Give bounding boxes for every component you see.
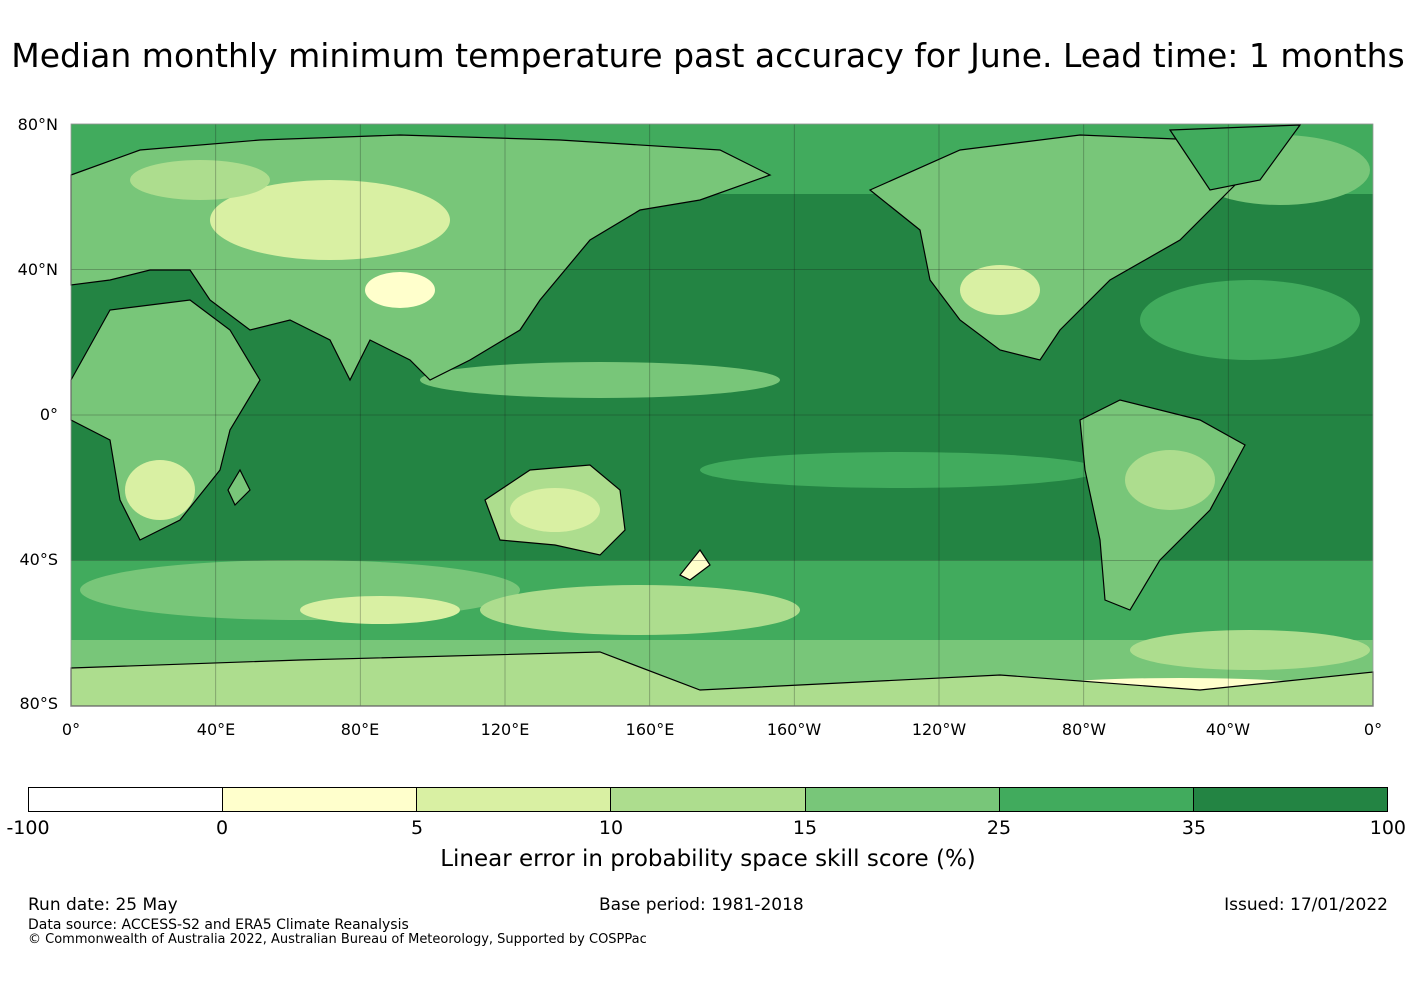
lat-label-40n: 40°N — [17, 260, 58, 279]
colorbar-segment — [805, 788, 1000, 811]
lon-label-0: 0° — [61, 720, 81, 739]
map-frame — [70, 123, 1374, 707]
run-date: Run date: 25 May — [28, 895, 178, 915]
colorbar-label: Linear error in probability space skill … — [440, 846, 976, 872]
colorbar-segment — [999, 788, 1194, 811]
copyright: © Commonwealth of Australia 2022, Austra… — [28, 932, 647, 947]
lon-label-0-right: 0° — [1363, 720, 1383, 739]
issued-date: Issued: 17/01/2022 — [1224, 895, 1388, 915]
lon-label-80w: 80°W — [1061, 720, 1107, 739]
base-period: Base period: 1981-2018 — [599, 895, 804, 915]
lat-label-80s: 80°S — [19, 694, 58, 713]
colorbar-tick: 35 — [1181, 817, 1207, 839]
colorbar-tick: 10 — [598, 817, 624, 839]
lat-label-40s: 40°S — [19, 550, 58, 569]
skill-map — [70, 123, 1374, 707]
lat-label-80n: 80°N — [17, 115, 58, 134]
colorbar-segment — [611, 788, 806, 811]
chart-title: Median monthly minimum temperature past … — [11, 36, 1405, 75]
colorbar-tick: 15 — [792, 817, 818, 839]
colorbar — [28, 787, 1388, 812]
lon-label-40w: 40°W — [1205, 720, 1251, 739]
colorbar-segment — [1193, 788, 1387, 811]
lon-label-120w: 120°W — [911, 720, 967, 739]
colorbar-segment — [29, 788, 224, 811]
lon-label-160w: 160°W — [766, 720, 822, 739]
data-source: Data source: ACCESS-S2 and ERA5 Climate … — [28, 917, 409, 933]
lon-label-80e: 80°E — [340, 720, 380, 739]
lon-label-120e: 120°E — [480, 720, 530, 739]
colorbar-tick: 5 — [410, 817, 424, 839]
colorbar-tick: -100 — [6, 817, 50, 839]
colorbar-tick: 100 — [1369, 817, 1406, 839]
colorbar-segment — [223, 788, 418, 811]
colorbar-segment — [417, 788, 612, 811]
continents — [70, 124, 1374, 707]
lat-label-0: 0° — [39, 405, 58, 424]
colorbar-tick: 25 — [986, 817, 1012, 839]
colorbar-tick: 0 — [215, 817, 229, 839]
lon-label-160e: 160°E — [625, 720, 675, 739]
lon-label-40e: 40°E — [196, 720, 236, 739]
